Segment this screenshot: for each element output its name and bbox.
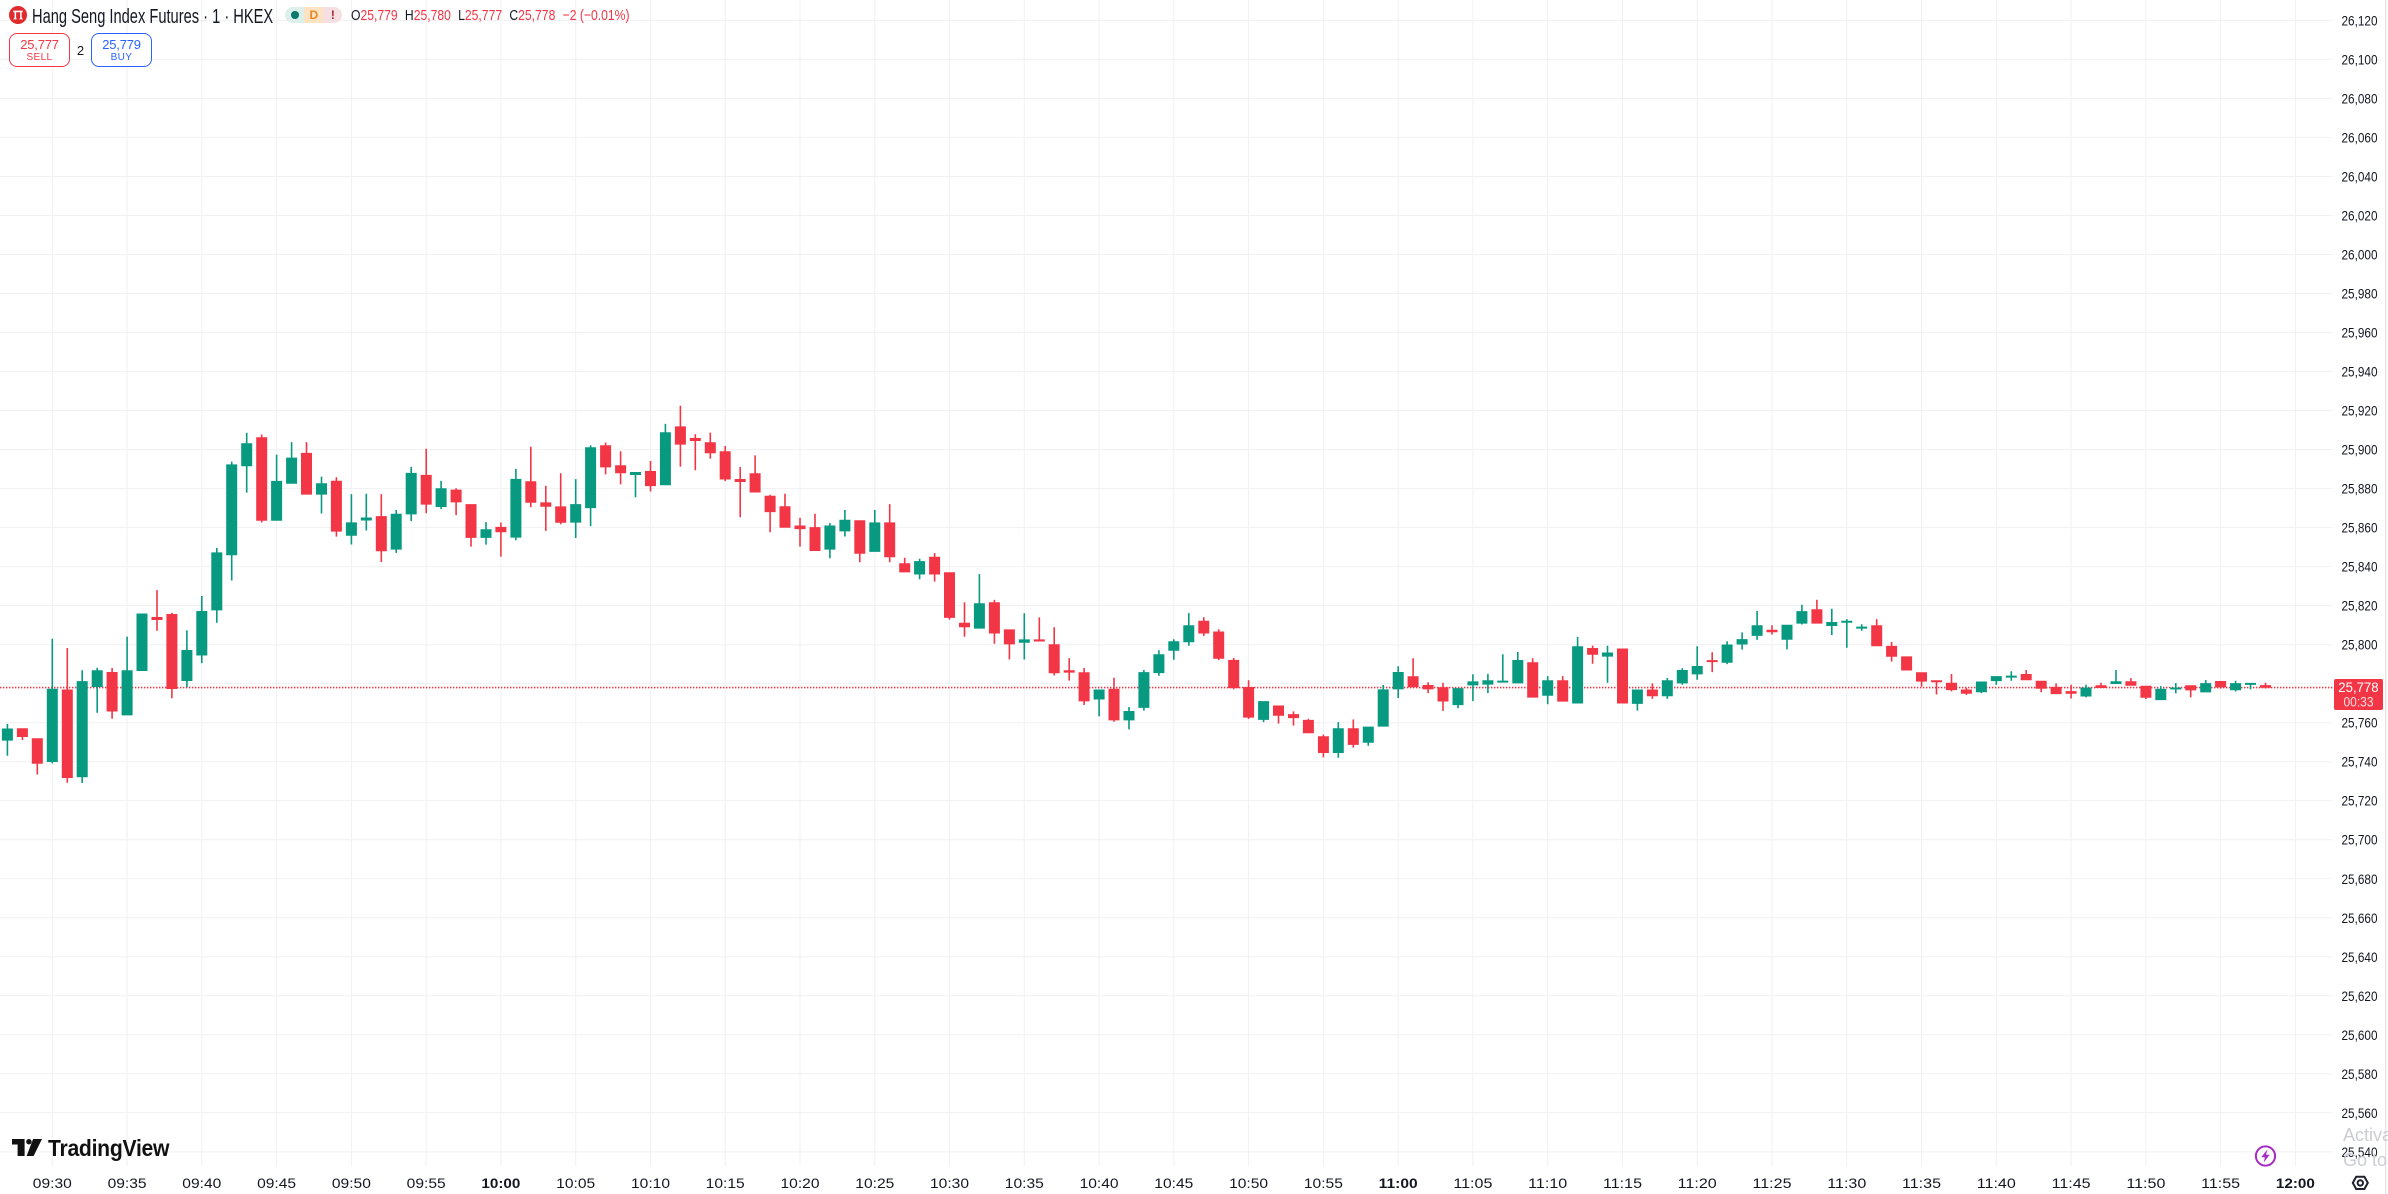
- svg-text:11:35: 11:35: [1902, 1175, 1941, 1191]
- svg-text:25,720: 25,720: [2342, 793, 2378, 809]
- svg-text:11:25: 11:25: [1753, 1175, 1792, 1191]
- svg-text:10:05: 10:05: [556, 1175, 595, 1191]
- svg-text:10:00: 10:00: [481, 1175, 520, 1191]
- svg-text:11:40: 11:40: [1977, 1175, 2016, 1191]
- svg-text:10:55: 10:55: [1304, 1175, 1343, 1191]
- svg-text:25,800: 25,800: [2342, 637, 2378, 653]
- svg-text:26,120: 26,120: [2342, 12, 2378, 28]
- svg-text:11:05: 11:05: [1453, 1175, 1492, 1191]
- svg-text:26,000: 26,000: [2342, 247, 2378, 263]
- svg-text:10:35: 10:35: [1005, 1175, 1044, 1191]
- svg-text:09:35: 09:35: [108, 1175, 147, 1191]
- svg-text:25,760: 25,760: [2342, 715, 2378, 731]
- svg-text:10:25: 10:25: [855, 1175, 894, 1191]
- svg-text:25,880: 25,880: [2342, 481, 2378, 497]
- svg-text:09:40: 09:40: [182, 1175, 221, 1191]
- svg-text:25,980: 25,980: [2342, 286, 2378, 302]
- svg-text:11:20: 11:20: [1678, 1175, 1717, 1191]
- svg-text:25,620: 25,620: [2342, 988, 2378, 1004]
- svg-text:10:50: 10:50: [1229, 1175, 1268, 1191]
- svg-text:25,900: 25,900: [2342, 442, 2378, 458]
- svg-text:25,820: 25,820: [2342, 598, 2378, 614]
- svg-text:12:00: 12:00: [2276, 1175, 2315, 1191]
- svg-text:11:55: 11:55: [2201, 1175, 2240, 1191]
- svg-text:10:20: 10:20: [781, 1175, 820, 1191]
- svg-text:25,778: 25,778: [2338, 679, 2378, 695]
- svg-text:25,940: 25,940: [2342, 364, 2378, 380]
- svg-text:11:45: 11:45: [2052, 1175, 2091, 1191]
- svg-text:09:55: 09:55: [407, 1175, 446, 1191]
- svg-text:25,560: 25,560: [2342, 1105, 2378, 1121]
- svg-text:26,020: 26,020: [2342, 208, 2378, 224]
- svg-text:00:33: 00:33: [2344, 693, 2374, 709]
- svg-text:25,860: 25,860: [2342, 520, 2378, 536]
- svg-text:09:30: 09:30: [33, 1175, 72, 1191]
- svg-text:10:45: 10:45: [1154, 1175, 1193, 1191]
- svg-text:11:50: 11:50: [2126, 1175, 2165, 1191]
- svg-text:25,680: 25,680: [2342, 871, 2378, 887]
- svg-text:09:45: 09:45: [257, 1175, 296, 1191]
- svg-text:26,060: 26,060: [2342, 129, 2378, 145]
- svg-text:25,660: 25,660: [2342, 910, 2378, 926]
- svg-text:25,700: 25,700: [2342, 832, 2378, 848]
- svg-text:10:10: 10:10: [631, 1175, 670, 1191]
- svg-text:25,840: 25,840: [2342, 559, 2378, 575]
- svg-text:25,740: 25,740: [2342, 754, 2378, 770]
- svg-text:11:00: 11:00: [1379, 1175, 1418, 1191]
- svg-text:25,960: 25,960: [2342, 325, 2378, 341]
- svg-text:10:40: 10:40: [1080, 1175, 1119, 1191]
- svg-text:26,080: 26,080: [2342, 90, 2378, 106]
- svg-text:25,920: 25,920: [2342, 403, 2378, 419]
- svg-text:11:15: 11:15: [1603, 1175, 1642, 1191]
- svg-text:10:15: 10:15: [706, 1175, 745, 1191]
- svg-text:10:30: 10:30: [930, 1175, 969, 1191]
- svg-text:25,600: 25,600: [2342, 1027, 2378, 1043]
- svg-text:25,640: 25,640: [2342, 949, 2378, 965]
- svg-text:11:10: 11:10: [1528, 1175, 1567, 1191]
- svg-text:25,580: 25,580: [2342, 1066, 2378, 1082]
- svg-text:11:30: 11:30: [1827, 1175, 1866, 1191]
- svg-text:09:50: 09:50: [332, 1175, 371, 1191]
- svg-text:26,040: 26,040: [2342, 169, 2378, 185]
- svg-text:25,540: 25,540: [2342, 1144, 2378, 1160]
- svg-text:26,100: 26,100: [2342, 51, 2378, 67]
